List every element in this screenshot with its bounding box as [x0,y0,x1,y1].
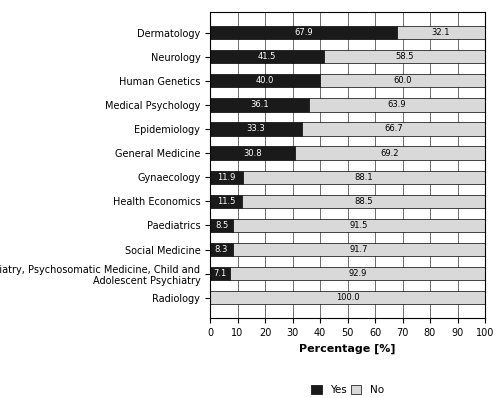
Bar [324,50,485,63]
Text: 88.5: 88.5 [354,197,372,206]
Bar [242,195,485,208]
Text: 88.1: 88.1 [354,173,373,182]
Text: 67.9: 67.9 [294,28,312,37]
Text: 8.3: 8.3 [214,245,228,254]
Text: 92.9: 92.9 [348,269,366,278]
Bar [210,146,294,160]
Bar [210,267,230,280]
Text: 63.9: 63.9 [388,100,406,109]
Bar [210,219,234,232]
Text: 7.1: 7.1 [213,269,226,278]
Bar [210,98,310,111]
Text: 40.0: 40.0 [256,76,274,85]
Text: 11.5: 11.5 [216,197,235,206]
Bar [210,243,233,256]
Bar [242,171,485,184]
Bar [210,122,302,136]
Text: 66.7: 66.7 [384,125,402,133]
Text: 41.5: 41.5 [258,52,276,61]
Bar [210,171,242,184]
Text: 58.5: 58.5 [396,52,414,61]
Bar [210,291,485,304]
Bar [310,98,485,111]
Bar [294,146,485,160]
Text: 33.3: 33.3 [246,125,265,133]
Bar [210,50,324,63]
Bar [302,122,485,136]
Text: 69.2: 69.2 [380,148,399,158]
Legend: Yes, No: Yes, No [307,380,388,398]
Text: 60.0: 60.0 [393,76,412,85]
Bar [234,219,485,232]
Text: 32.1: 32.1 [432,28,450,37]
Text: 11.9: 11.9 [217,173,236,182]
Text: 91.7: 91.7 [350,245,368,254]
X-axis label: Percentage [%]: Percentage [%] [299,344,396,354]
Bar [210,195,242,208]
Bar [320,74,485,88]
Bar [210,74,320,88]
Text: 100.0: 100.0 [336,293,359,302]
Bar [230,267,485,280]
Bar [233,243,485,256]
Text: 8.5: 8.5 [215,221,228,230]
Text: 36.1: 36.1 [250,100,269,109]
Text: 91.5: 91.5 [350,221,368,230]
Bar [210,26,396,39]
Text: 30.8: 30.8 [243,148,262,158]
Bar [396,26,485,39]
